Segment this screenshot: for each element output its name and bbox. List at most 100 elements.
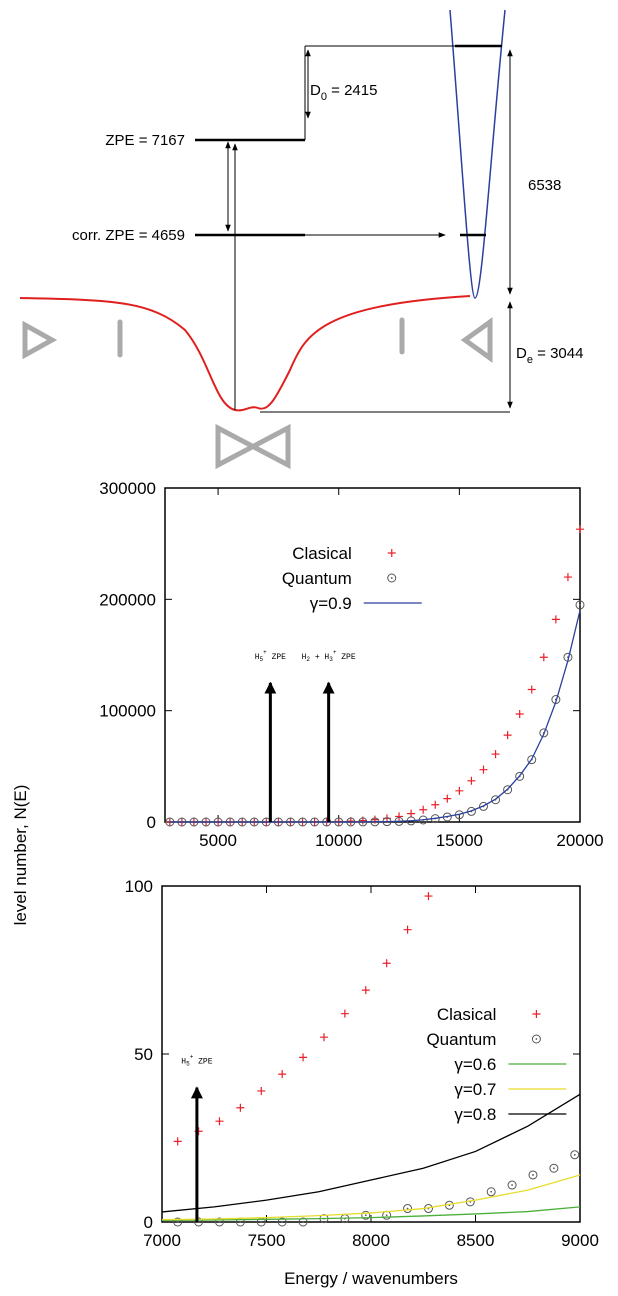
point (550, 1164, 558, 1172)
annotation-label: H5+ ZPE (255, 649, 286, 663)
y-axis-label: level number, N(E) (11, 785, 30, 926)
point (299, 1053, 307, 1061)
point (479, 766, 487, 774)
point (552, 615, 560, 623)
series-line (162, 1175, 580, 1220)
x-tick-label: 9000 (561, 1231, 599, 1250)
point (341, 1010, 349, 1018)
point (576, 525, 584, 533)
series-points (174, 1151, 579, 1226)
series-line (170, 610, 580, 822)
figure: ZPE = 7167 corr. ZPE = 4659 D0 = 2415 65… (0, 0, 618, 1296)
point (404, 926, 412, 934)
series-points (166, 525, 584, 826)
point-dot (574, 1154, 576, 1156)
annotation-part: ZPE (193, 1058, 212, 1067)
x-tick-label: 20000 (556, 831, 603, 850)
corr-zpe-label: corr. ZPE = 4659 (72, 227, 185, 244)
point (508, 1181, 516, 1189)
x-tick-label: 7500 (248, 1231, 286, 1250)
point (236, 1104, 244, 1112)
annotation-label: H5+ ZPE (181, 1054, 212, 1068)
point-dot (302, 1221, 304, 1223)
d0-label: D0 = 2415 (310, 82, 377, 103)
y-tick-label: 300000 (99, 479, 156, 498)
gap-label: 6538 (528, 177, 561, 194)
point (487, 1188, 495, 1196)
point-dot (239, 1221, 241, 1223)
legend-label: γ=0.6 (454, 1055, 496, 1074)
point (320, 1033, 328, 1041)
y-tick-label: 50 (134, 1045, 153, 1064)
legend-swatch (532, 1010, 540, 1018)
point (362, 986, 370, 994)
point-dot (553, 1167, 555, 1169)
annotation-part: ZPE (336, 653, 355, 662)
point (516, 710, 524, 718)
point-dot (365, 1214, 367, 1216)
zpe-label: ZPE = 7167 (105, 132, 185, 149)
legend-label: γ=0.7 (454, 1080, 496, 1099)
annotation-part: 5 (186, 1061, 190, 1068)
point (492, 750, 500, 758)
annotation-part: ZPE (267, 653, 286, 662)
point-dot (391, 577, 393, 579)
series-line (162, 1094, 580, 1212)
x-tick-label: 8500 (457, 1231, 495, 1250)
point-dot (532, 1174, 534, 1176)
point (528, 686, 536, 694)
point (257, 1087, 265, 1095)
point (424, 892, 432, 900)
point-dot (511, 1184, 513, 1186)
point-dot (386, 1214, 388, 1216)
point (571, 1151, 579, 1159)
point-dot (281, 1221, 283, 1223)
legend-label: Clasical (292, 544, 352, 563)
legend-label: Quantum (426, 1030, 496, 1049)
legend-label: Clasical (437, 1005, 497, 1024)
legend-label: γ=0.8 (454, 1105, 496, 1124)
y-tick-label: 100 (125, 877, 153, 896)
point (455, 787, 463, 795)
point-dot (177, 1221, 179, 1223)
series-points (174, 892, 433, 1145)
point (278, 1070, 286, 1078)
point-dot (536, 1038, 538, 1040)
point-dot (219, 1221, 221, 1223)
x-tick-label: 5000 (199, 831, 237, 850)
annotation-part: 5 (260, 656, 264, 663)
point-dot (260, 1221, 262, 1223)
annotation-label: H2 + H3+ ZPE (302, 649, 356, 663)
plot-frame (162, 886, 580, 1222)
legend-swatch (388, 549, 396, 557)
point-dot (490, 1191, 492, 1193)
legend-label: Quantum (282, 569, 352, 588)
fragment-potential (450, 10, 505, 298)
de-label: De = 3044 (516, 345, 583, 366)
point (383, 959, 391, 967)
point (564, 573, 572, 581)
legend-label: γ=0.9 (310, 594, 352, 613)
point (215, 1117, 223, 1125)
point (419, 806, 427, 814)
annotation-part: 3 (329, 656, 333, 663)
point (529, 1171, 537, 1179)
point (174, 1137, 182, 1145)
point-dot (579, 604, 581, 606)
energy-diagram: ZPE = 7167 corr. ZPE = 4659 D0 = 2415 65… (20, 10, 583, 465)
y-tick-label: 0 (144, 1213, 153, 1232)
point (467, 777, 475, 785)
y-tick-label: 100000 (99, 702, 156, 721)
legend-swatch (388, 574, 396, 582)
point (443, 795, 451, 803)
point (504, 731, 512, 739)
legend-swatch (532, 1035, 540, 1043)
x-axis-label: Energy / wavenumbers (284, 1269, 458, 1288)
molecule-icons (25, 320, 490, 465)
y-tick-label: 200000 (99, 590, 156, 609)
y-tick-label: 0 (147, 813, 156, 832)
point (540, 653, 548, 661)
x-tick-label: 10000 (315, 831, 362, 850)
point (404, 1205, 412, 1213)
plot-frame (165, 488, 580, 822)
